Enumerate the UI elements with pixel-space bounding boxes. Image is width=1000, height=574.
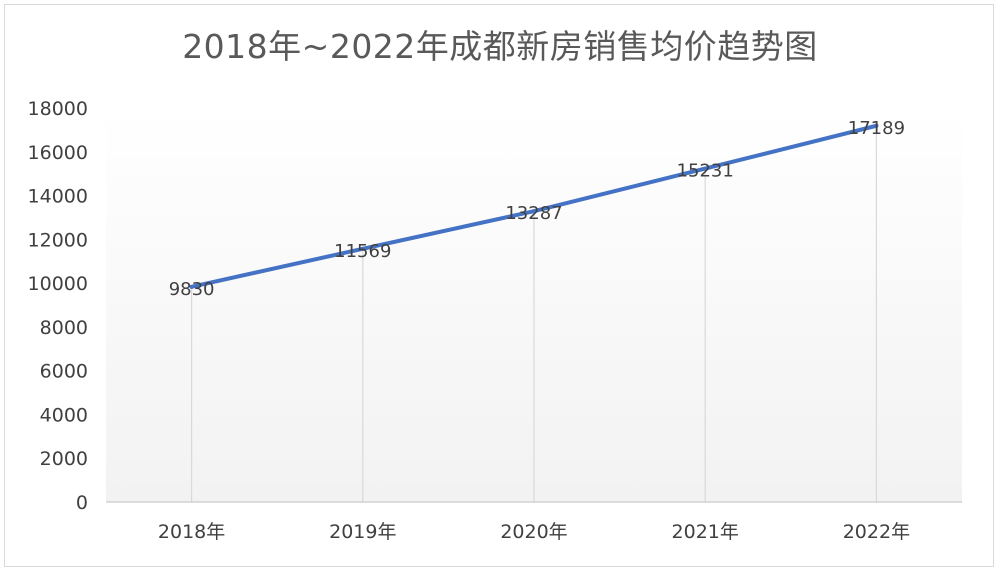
data-label: 11569 <box>334 241 391 262</box>
data-label: 17189 <box>848 118 905 139</box>
y-tick-label: 16000 <box>28 142 88 164</box>
data-labels: 9830 11569 13287 15231 17189 <box>169 118 905 300</box>
y-tick-label: 14000 <box>28 186 88 208</box>
y-axis-ticks: 0 2000 4000 6000 8000 10000 12000 14000 16000 180… <box>28 98 88 514</box>
x-tick-label: 2019年 <box>329 521 396 543</box>
x-tick-label: 2021年 <box>672 521 739 543</box>
data-point <box>360 246 365 251</box>
x-tick-label: 2018年 <box>158 521 225 543</box>
x-axis-ticks: 2018年 2019年 2020年 2021年 2022年 <box>158 521 910 543</box>
data-point <box>703 166 708 171</box>
y-tick-label: 12000 <box>28 229 88 251</box>
y-tick-label: 0 <box>76 492 88 514</box>
y-tick-label: 8000 <box>40 317 88 339</box>
data-point <box>189 284 194 289</box>
data-label: 9830 <box>169 279 215 300</box>
chart-title: 2018年~2022年成都新房销售均价趋势图 <box>182 27 818 66</box>
y-tick-label: 10000 <box>28 273 88 295</box>
data-point <box>874 123 879 128</box>
y-tick-label: 2000 <box>40 448 88 470</box>
y-tick-label: 18000 <box>28 98 88 120</box>
series-group <box>189 123 879 289</box>
x-tick-label: 2022年 <box>843 521 910 543</box>
x-tick-label: 2020年 <box>500 521 567 543</box>
data-point <box>532 209 536 214</box>
y-tick-label: 6000 <box>40 361 88 383</box>
data-label: 13287 <box>505 203 562 224</box>
drop-lines <box>191 125 878 502</box>
y-tick-label: 4000 <box>40 404 88 426</box>
data-label: 15231 <box>677 161 734 182</box>
